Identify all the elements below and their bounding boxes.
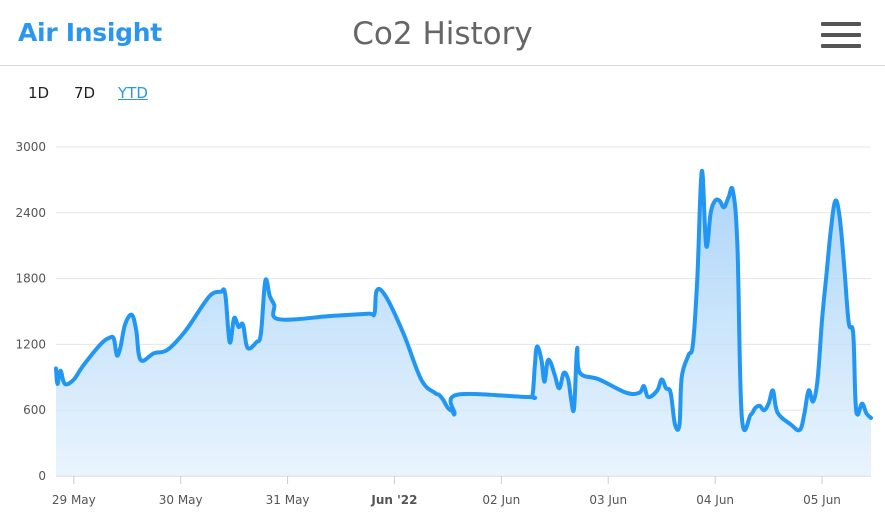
x-tick-label: 05 Jun xyxy=(803,493,841,507)
x-tick-label: 31 May xyxy=(266,493,310,507)
menu-bar xyxy=(821,33,861,37)
menu-bar xyxy=(821,22,861,26)
brand-logo[interactable]: Air Insight xyxy=(18,18,162,47)
range-1d-button[interactable]: 1D xyxy=(28,84,50,102)
series-line xyxy=(54,169,873,433)
y-axis: 0 600 1200 1800 2400 3000 xyxy=(15,140,46,483)
app-header: Air Insight Co2 History xyxy=(0,0,885,66)
y-tick-label: 3000 xyxy=(15,140,46,154)
x-tick-label: 02 Jun xyxy=(482,493,520,507)
range-ytd-button[interactable]: YTD xyxy=(118,84,148,102)
x-tick-label: 03 Jun xyxy=(589,493,627,507)
page-title: Co2 History xyxy=(352,16,533,52)
menu-bar xyxy=(821,44,861,48)
x-tick-label: Jun '22 xyxy=(370,493,417,507)
y-tick-label: 2400 xyxy=(15,206,46,220)
hamburger-menu-icon[interactable] xyxy=(821,22,861,48)
x-tick-label: 29 May xyxy=(52,493,96,507)
series-area xyxy=(56,170,871,476)
y-tick-label: 600 xyxy=(23,403,46,417)
y-tick-label: 1800 xyxy=(15,272,46,286)
y-tick-label: 0 xyxy=(38,469,46,483)
y-tick-label: 1200 xyxy=(15,337,46,351)
x-tick-label: 30 May xyxy=(159,493,203,507)
x-axis: 29 May 30 May 31 May Jun '22 02 Jun 03 Jun 04 … xyxy=(52,475,871,507)
range-7d-button[interactable]: 7D xyxy=(74,84,96,102)
x-tick-label: 04 Jun xyxy=(696,493,734,507)
